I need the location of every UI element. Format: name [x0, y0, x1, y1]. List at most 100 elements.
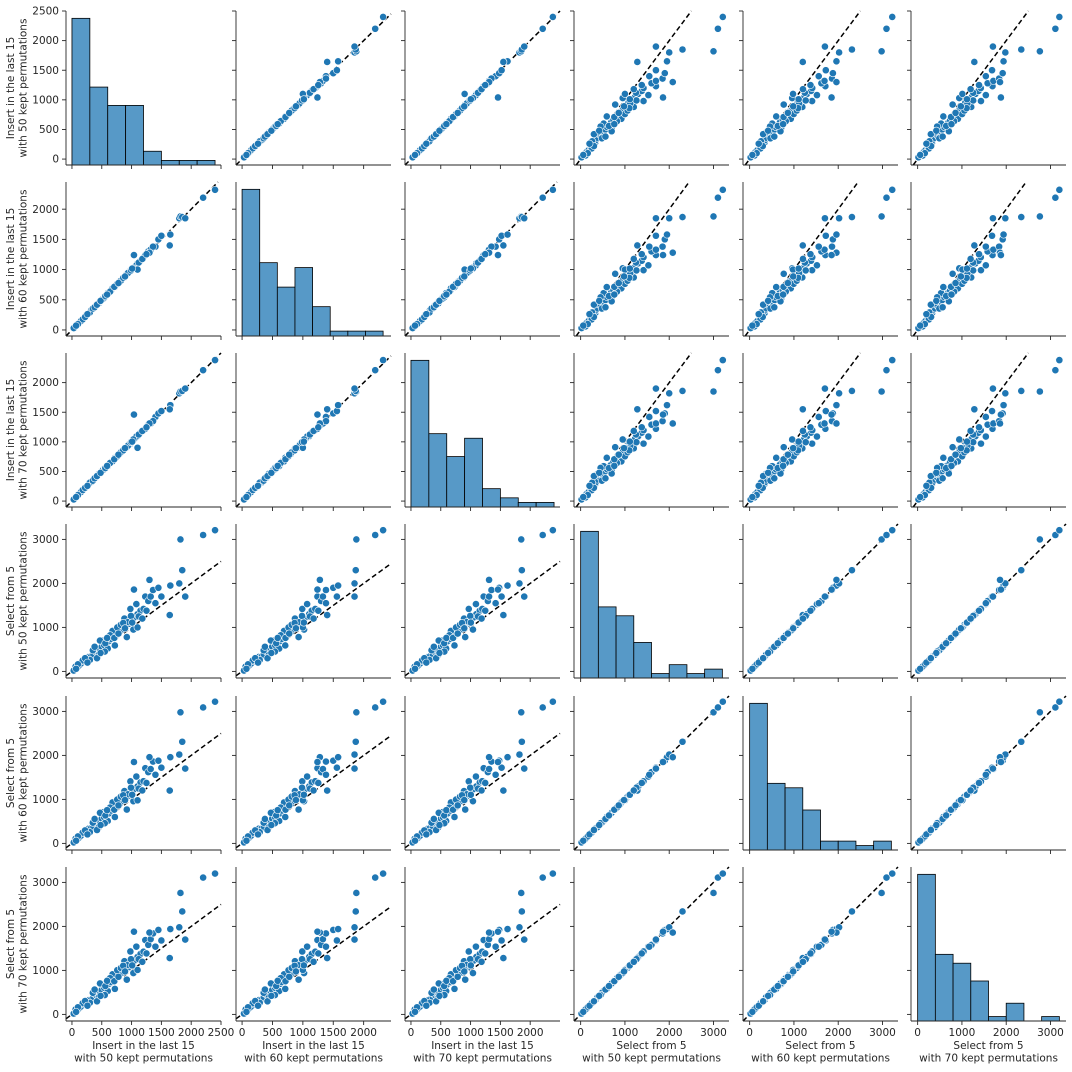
- x-tick-label-c0-1500: 1500: [148, 1027, 175, 1039]
- scatter-point-r1-c4-60: [835, 214, 843, 223]
- hist-bar-2-5: [499, 497, 519, 508]
- scatter-point-r2-c4-54: [820, 419, 829, 428]
- scatter-point-r3-c0-57: [154, 583, 163, 592]
- y-tick-label-r5-2000: 2000: [32, 921, 59, 933]
- scatter-point-r1-c4-68: [827, 251, 836, 259]
- scatter-point-r0-c4-81: [799, 85, 807, 94]
- scatter-point-r1-c5-40: [939, 283, 948, 291]
- y-axis-label-line2-r0: with 50 kept permutations: [18, 19, 30, 158]
- scatter-point-r1-c3-73: [590, 300, 598, 309]
- scatter-point-r1-c3-37: [644, 261, 653, 270]
- scatter-point-r2-c5-60: [1001, 389, 1010, 398]
- scatter-point-r0-c3-58: [652, 66, 660, 75]
- scatter-point-r4-c5-71: [916, 836, 925, 845]
- x-tick-label-c2-2000: 2000: [517, 1027, 544, 1039]
- hist-bar-1-0: [241, 188, 261, 337]
- scatter-point-r0-c1-69: [350, 42, 359, 51]
- scatter-point-r1-c2-74: [435, 296, 444, 305]
- y-tick-label-r1-2000: 2000: [32, 204, 59, 216]
- scatter-point-r5-c0-82: [142, 949, 151, 958]
- scatter-point-r3-c2-68: [494, 585, 502, 594]
- scatter-point-r5-c0-74: [96, 991, 105, 1000]
- scatter-point-r0-c2-80: [466, 95, 475, 104]
- scatter-point-r4-c1-83: [292, 796, 300, 804]
- x-axis-label-line2-c0: with 50 kept permutations: [74, 1053, 213, 1065]
- scatter-point-r1-c4-74: [764, 296, 773, 305]
- hist-bar-4-7: [873, 840, 892, 851]
- scatter-point-r0-c1-56: [322, 74, 330, 83]
- scatter-point-r0-c5-64: [1055, 13, 1064, 21]
- scatter-point-r4-c2-58: [497, 763, 506, 772]
- y-tick-label-r3-3000: 3000: [32, 534, 59, 546]
- scatter-point-r0-c5-57: [998, 69, 1007, 78]
- scatter-point-r2-c4-84: [784, 450, 792, 459]
- hist-bar-0-5: [160, 160, 180, 166]
- scatter-point-r5-c3-62: [678, 907, 687, 916]
- scatter-point-r1-c5-61: [1035, 212, 1044, 221]
- scatter-point-r2-c0-74: [96, 468, 105, 477]
- scatter-point-r2-c3-61: [709, 387, 718, 396]
- hist-bar-5-5: [1005, 1002, 1025, 1022]
- scatter-point-r3-c0-37: [132, 600, 141, 608]
- scatter-point-r5-c2-60: [515, 923, 524, 932]
- scatter-point-r1-c2-76: [442, 290, 451, 299]
- panel-r5-c2: 0 500 1000 1500 2000: [401, 867, 561, 1039]
- scatter-point-r4-c1-81: [309, 786, 318, 795]
- scatter-point-r3-c1-40: [281, 641, 290, 650]
- scatter-point-r1-c5-60: [1001, 214, 1010, 223]
- scatter-point-r5-c3-73: [590, 997, 598, 1006]
- x-axis-label-c2: Insert in the last 15 with 70 kept permut…: [413, 1040, 552, 1065]
- hist-bar-4-2: [784, 787, 804, 851]
- scatter-point-r0-c1-68: [313, 93, 322, 102]
- scatter-point-r2-c1-74: [267, 468, 276, 477]
- scatter-point-r5-c2-42: [469, 969, 477, 977]
- scatter-point-r5-c2-59: [503, 925, 512, 933]
- scatter-point-r1-c4-83: [789, 272, 798, 281]
- scatter-point-r2-c5-55: [981, 413, 990, 421]
- scatter-point-r1-c3-72: [585, 310, 594, 319]
- scatter-point-r1-c2-64: [548, 185, 557, 194]
- scatter-point-r3-c4-71: [748, 664, 757, 673]
- scatter-point-r5-c2-58: [497, 936, 506, 945]
- y-tick-label-r5-0: 0: [52, 1009, 59, 1021]
- y-axis-label-line1-r2: Insert in the last 15: [5, 379, 17, 482]
- scatter-point-r2-c0-69: [181, 384, 190, 393]
- scatter-point-r5-c3-71: [579, 1007, 588, 1016]
- scatter-point-r2-c0-67: [165, 405, 174, 414]
- scatter-point-r3-c1-74: [267, 649, 276, 657]
- scatter-point-r4-c2-36: [464, 777, 473, 786]
- scatter-point-r0-c4-83: [789, 102, 798, 111]
- scatter-point-r0-c4-36: [808, 97, 816, 105]
- scatter-point-r1-c4-76: [779, 290, 788, 299]
- scatter-point-r0-c1-59: [334, 57, 343, 66]
- scatter-point-r3-c4-73: [759, 654, 768, 663]
- scatter-point-r3-c2-65: [485, 575, 493, 584]
- scatter-point-r1-c5-67: [970, 241, 979, 250]
- scatter-point-r2-c5-83: [956, 444, 965, 453]
- scatter-point-r2-c4-69: [821, 384, 829, 393]
- scatter-point-r2-c5-58: [988, 407, 996, 415]
- scatter-point-r5-c3-81: [629, 957, 638, 966]
- scatter-point-r3-c1-63: [371, 531, 380, 539]
- scatter-point-r0-c3-69: [652, 42, 660, 51]
- scatter-point-r4-c1-62: [351, 737, 360, 746]
- pairplot-panels: 0500100015002000250005001000150020000500…: [5, 6, 1067, 1065]
- scatter-point-r3-c1-76: [273, 634, 282, 642]
- scatter-point-r4-c1-59: [334, 753, 343, 762]
- hist-bar-1-5: [329, 330, 349, 337]
- scatter-point-r0-c3-81: [629, 85, 638, 94]
- scatter-point-r4-c5-73: [926, 826, 935, 834]
- scatter-point-r3-c1-59: [334, 581, 343, 590]
- hist-bar-2-6: [517, 502, 537, 508]
- scatter-point-r4-c0-84: [114, 801, 123, 810]
- scatter-point-r0-c5-59: [999, 57, 1008, 66]
- y-axis-label-line2-r2: with 70 kept permutations: [18, 361, 30, 500]
- scatter-point-r0-c4-68: [827, 93, 836, 102]
- scatter-point-r0-c5-37: [981, 91, 990, 100]
- scatter-point-r5-c4-71: [748, 1007, 757, 1016]
- scatter-point-r2-c3-63: [714, 366, 722, 375]
- scatter-point-r5-c1-76: [273, 976, 282, 985]
- scatter-point-r3-c0-61: [176, 535, 185, 544]
- scatter-point-r0-c2-63: [538, 24, 547, 33]
- scatter-point-r0-c4-59: [832, 57, 841, 66]
